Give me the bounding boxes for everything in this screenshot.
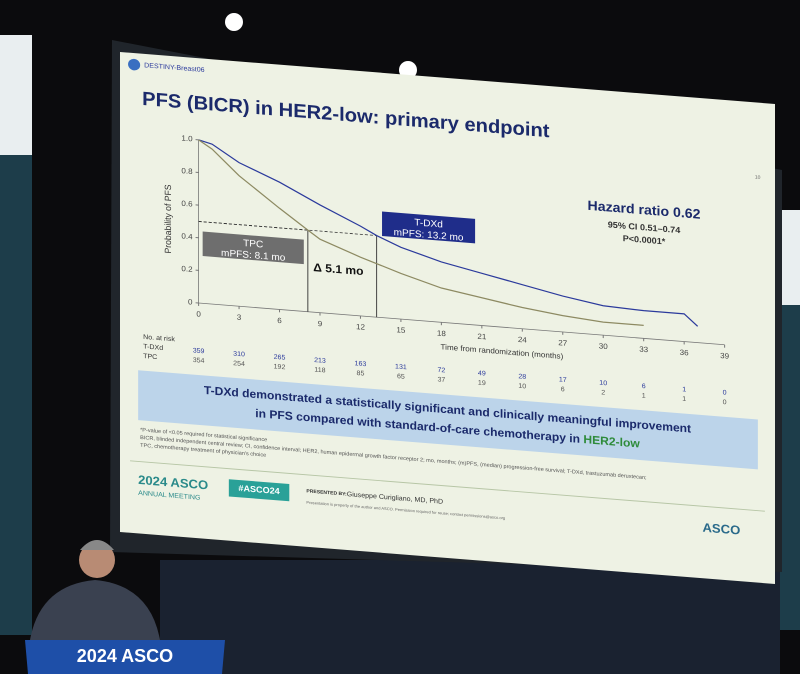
x-tick-label: 15 [396, 325, 406, 335]
risk-count: 6 [561, 386, 565, 393]
stage-light [225, 13, 243, 31]
risk-count: 0 [723, 399, 727, 406]
risk-table-title: No. at risk [143, 334, 175, 343]
risk-count: 2 [601, 390, 605, 397]
risk-count: 213 [314, 357, 326, 365]
risk-count: 310 [233, 351, 245, 359]
y-tick-label: 0.6 [181, 199, 193, 209]
slide: DESTINY-Breast06 10 PFS (BICR) in HER2-l… [120, 52, 776, 585]
podium [25, 640, 225, 674]
podium-label: 2024 ASCO [77, 646, 173, 666]
y-tick-label: 0.2 [181, 264, 192, 274]
risk-count: 354 [193, 357, 205, 365]
speaker-hair [80, 540, 114, 550]
speaker-head [79, 542, 115, 578]
risk-count: 0 [723, 390, 727, 397]
x-tick-label: 36 [680, 348, 690, 358]
median-box-title: TPC [243, 238, 263, 250]
y-tick-label: 0.8 [181, 166, 193, 176]
x-tick-label: 33 [639, 345, 649, 355]
x-tick-label: 9 [318, 319, 322, 328]
risk-count: 131 [395, 364, 407, 372]
x-tick-label: 21 [477, 332, 486, 341]
median-line [198, 221, 377, 236]
logo-icon [128, 58, 141, 71]
risk-count: 192 [274, 364, 286, 372]
survival-curve [198, 139, 699, 327]
risk-count: 1 [682, 396, 686, 403]
median-box-label: mPFS: 8.1 mo [221, 248, 286, 264]
x-tick-label: 6 [277, 316, 282, 325]
hashtag-box [228, 479, 290, 502]
risk-count: 28 [518, 373, 526, 380]
presenter-label: PRESENTED BY: [306, 488, 347, 497]
logo: DESTINY-Breast06 [144, 62, 205, 74]
risk-count: 49 [478, 370, 486, 377]
meeting-sub: ANNUAL MEETING [138, 490, 200, 502]
risk-row-name: TPC [143, 353, 157, 361]
risk-count: 19 [478, 380, 486, 387]
risk-count: 72 [437, 367, 445, 374]
risk-count: 265 [274, 354, 286, 362]
x-tick-label: 18 [437, 329, 447, 339]
speaker-body [30, 580, 160, 640]
conclusion-highlight: HER2-low [583, 432, 640, 450]
curtain [160, 560, 780, 674]
risk-count: 6 [642, 383, 646, 390]
risk-count: 163 [355, 360, 367, 368]
median-box-title: T-DXd [414, 217, 443, 230]
side-banner-top [0, 35, 32, 155]
risk-count: 10 [599, 380, 607, 387]
difference-label: Δ 5.1 mo [313, 260, 363, 278]
conclusion-box [138, 370, 758, 470]
x-tick-label: 39 [720, 351, 729, 360]
y-tick-label: 0 [188, 297, 193, 306]
risk-count: 85 [357, 370, 365, 377]
stage-light [399, 61, 417, 79]
meeting: 2024 ASCO [138, 472, 208, 492]
x-tick-label: 3 [237, 313, 242, 322]
risk-count: 17 [559, 377, 567, 384]
risk-count: 1 [682, 386, 686, 393]
risk-count: 37 [437, 377, 445, 384]
x-tick-label: 24 [518, 335, 528, 345]
page-number: 10 [755, 175, 761, 181]
risk-count: 10 [518, 383, 526, 390]
y-tick-label: 1.0 [181, 134, 193, 144]
asco-logo: ASCO [702, 520, 740, 538]
risk-count: 1 [642, 393, 646, 400]
risk-count: 118 [314, 367, 325, 375]
risk-count: 359 [193, 347, 205, 355]
y-tick-label: 0.4 [181, 232, 193, 242]
plot: 00.20.40.60.81.00 3 6 9 12 15 18 21 24 27 30 33 36 39… [143, 134, 729, 407]
x-axis [198, 302, 725, 346]
hashtag: #ASCO24 [238, 483, 279, 496]
risk-row-name: T-DXd [143, 344, 163, 352]
y-axis-label: Probability of PFS [163, 184, 173, 254]
risk-count: 254 [233, 360, 245, 368]
x-tick-label: 0 [196, 310, 201, 319]
median-line [198, 221, 308, 231]
median-box [202, 231, 304, 265]
survival-curve [198, 139, 644, 326]
x-tick-label: 27 [558, 338, 567, 347]
x-tick-label: 30 [599, 342, 609, 352]
footer-rule [130, 460, 765, 512]
risk-count: 65 [397, 373, 405, 380]
median-box [382, 211, 476, 244]
p-value: P<0.0001* [623, 233, 666, 246]
x-tick-label: 12 [356, 322, 365, 331]
